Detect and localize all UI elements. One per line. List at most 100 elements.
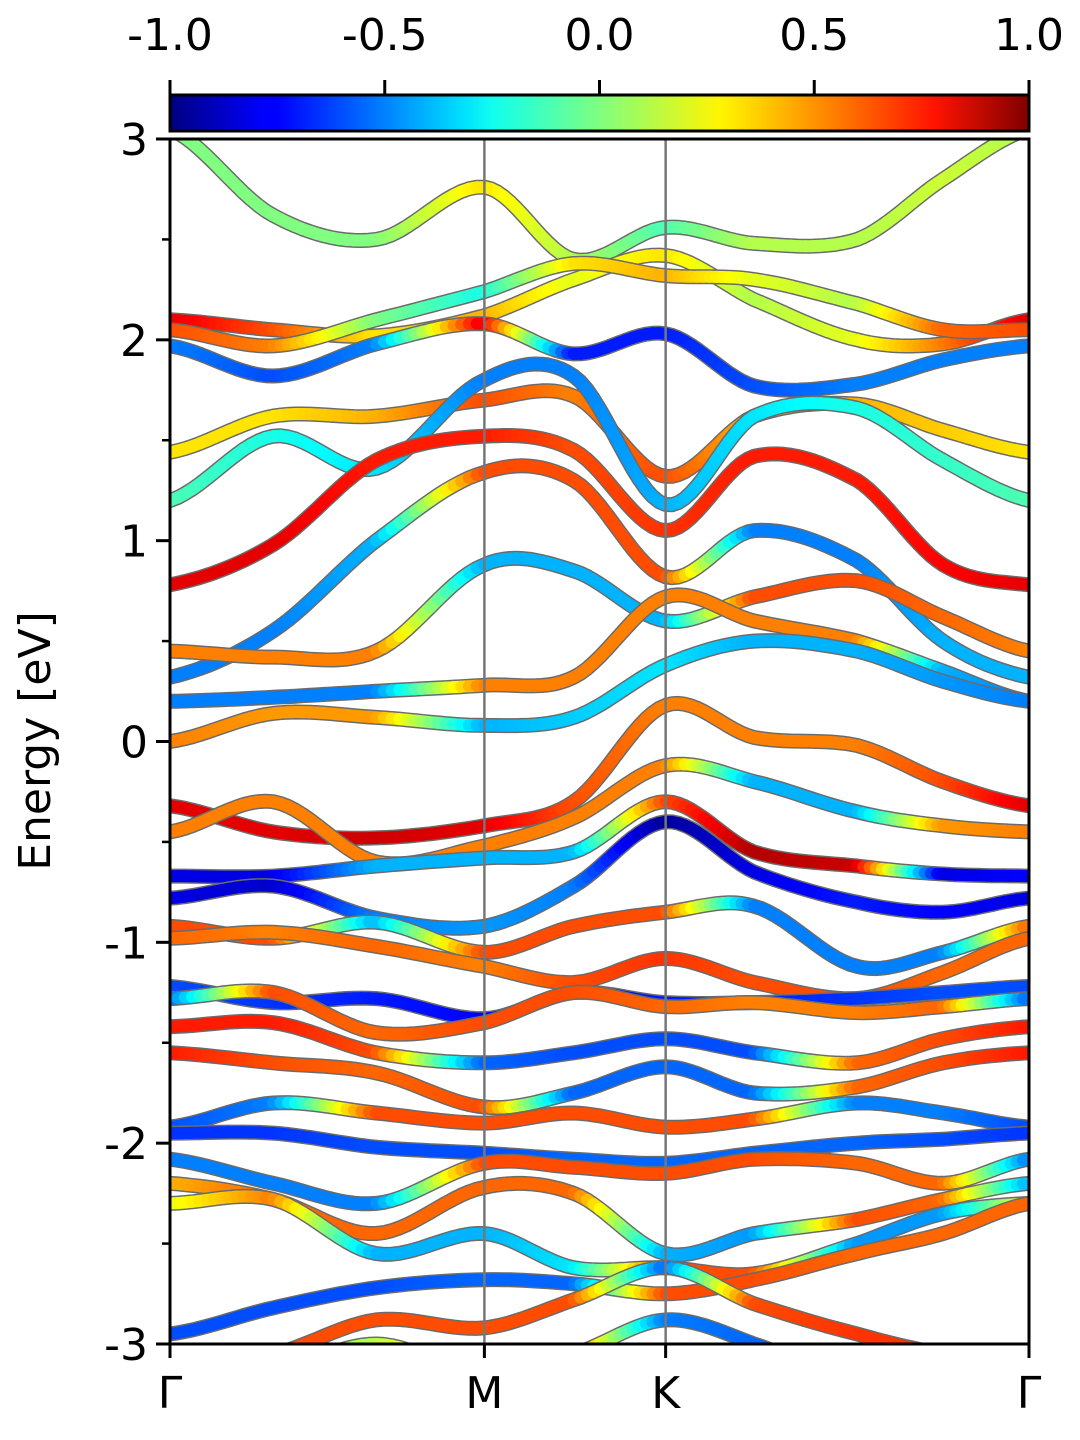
band-segment <box>229 1360 236 1361</box>
band-line-outline <box>173 139 1024 268</box>
band-segment <box>925 1351 931 1352</box>
band-segment <box>504 1373 510 1374</box>
band-segment <box>510 1371 516 1372</box>
band-segment <box>900 1340 917 1344</box>
band-segment <box>962 1407 968 1408</box>
band-segment <box>1011 1363 1017 1364</box>
band-line <box>170 1151 1029 1212</box>
band-segment <box>273 1352 280 1354</box>
band-segment <box>236 1359 243 1360</box>
band-segment <box>288 1367 295 1370</box>
band-segment <box>888 1393 894 1395</box>
band-segment <box>968 1408 974 1409</box>
band-segment <box>980 1360 986 1361</box>
band-segment <box>813 1368 820 1371</box>
band-segment <box>454 1367 462 1370</box>
band-segment <box>986 1411 992 1412</box>
band-segment <box>561 1356 567 1358</box>
band-segment <box>542 1362 548 1364</box>
band-segment <box>273 1372 280 1374</box>
band-segment <box>555 1358 561 1360</box>
colorbar-tick-label: 0.5 <box>779 10 849 61</box>
band-segment <box>394 1341 409 1344</box>
band-segment <box>244 1381 251 1384</box>
band-segment <box>798 1361 805 1364</box>
band-segment <box>176 139 191 144</box>
y-tick-label: -3 <box>104 1320 148 1371</box>
band-line <box>170 458 1029 685</box>
band-segment <box>516 1370 522 1371</box>
band-segment <box>251 1379 258 1381</box>
band-segment <box>843 1379 850 1382</box>
band-segment <box>317 1355 324 1358</box>
band-line <box>170 1013 1029 1071</box>
band-segment <box>207 1362 214 1363</box>
band-segment <box>992 1411 998 1412</box>
band-segment <box>325 1353 332 1356</box>
band-line <box>170 983 1029 1042</box>
band-segment <box>943 1404 949 1405</box>
band-segment <box>765 1343 773 1344</box>
colorbar-tick-label: 1.0 <box>994 10 1064 61</box>
band-line <box>170 814 1029 936</box>
band-segment <box>955 1406 961 1407</box>
band-segment <box>835 1377 842 1380</box>
band-segment <box>776 1352 783 1355</box>
band-segment <box>900 1396 906 1397</box>
band-segment <box>214 1391 221 1393</box>
band-segment <box>287 1341 300 1344</box>
band-segment <box>430 1358 438 1361</box>
band-segment <box>192 1398 199 1400</box>
colorbar-tick-label: -0.5 <box>342 10 428 61</box>
band-segment <box>423 1355 431 1358</box>
x-tick-label: M <box>465 1368 503 1419</box>
band-segment <box>523 1368 529 1370</box>
band-segment <box>857 1384 863 1386</box>
band-segment <box>548 1360 554 1362</box>
band-line <box>170 550 1029 668</box>
band-line <box>170 633 1029 749</box>
band-segment <box>998 1412 1004 1413</box>
band-segment <box>303 1361 310 1364</box>
band-segment <box>806 1364 813 1367</box>
band-segment <box>535 1364 541 1366</box>
colorbar-gradient <box>168 93 1031 133</box>
colorbar-tick-label: -1.0 <box>127 10 213 61</box>
band-line <box>170 794 1029 885</box>
band-segment <box>974 1359 980 1360</box>
band-segment <box>870 1388 876 1390</box>
band-segment <box>962 1357 968 1358</box>
band-segment <box>784 1355 791 1358</box>
band-segment <box>214 1361 221 1362</box>
band-segment <box>919 1400 925 1401</box>
band-line <box>207 1260 1017 1364</box>
band-segment <box>949 1355 955 1356</box>
colorbar: -1.0 -0.5 0.0 0.5 1.0 <box>127 10 1064 133</box>
band-line-outline <box>334 1312 777 1344</box>
band-line <box>170 1045 1029 1116</box>
band-segment <box>1005 139 1019 143</box>
band-segment <box>894 1395 900 1396</box>
band-segment <box>339 1342 351 1344</box>
band-segment <box>906 1397 912 1398</box>
band-segment <box>446 1365 454 1368</box>
band-segment <box>937 1403 943 1404</box>
band-segment <box>949 1405 955 1406</box>
band-segment <box>955 1356 961 1357</box>
band-line <box>170 316 1029 398</box>
band-segment <box>229 1386 236 1389</box>
y-tick-label: 1 <box>120 517 148 568</box>
y-axis-ticks: 3 2 1 0 -1 -2 -3 <box>104 115 170 1371</box>
band-line <box>170 428 1029 593</box>
band-segment <box>342 1340 360 1344</box>
band-segment <box>943 1354 949 1355</box>
band-segment <box>907 1342 922 1344</box>
y-tick-label: 0 <box>120 718 148 769</box>
band-line <box>170 255 1029 354</box>
band-segment <box>185 1400 192 1402</box>
band-segment <box>584 1340 599 1344</box>
band-segment <box>415 1352 423 1355</box>
band-line <box>173 139 1024 268</box>
band-segment <box>280 1369 287 1372</box>
